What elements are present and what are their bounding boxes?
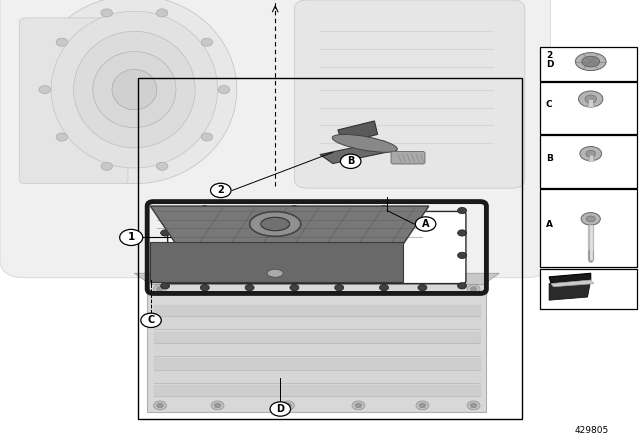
- Circle shape: [416, 401, 429, 410]
- Circle shape: [201, 38, 212, 46]
- Circle shape: [201, 133, 212, 141]
- Circle shape: [211, 401, 224, 410]
- Circle shape: [56, 133, 68, 141]
- Circle shape: [419, 403, 426, 408]
- Ellipse shape: [112, 69, 157, 110]
- Circle shape: [290, 284, 299, 291]
- Circle shape: [154, 401, 166, 410]
- Polygon shape: [150, 206, 429, 244]
- Circle shape: [340, 154, 361, 168]
- Circle shape: [285, 403, 291, 408]
- Ellipse shape: [51, 11, 218, 168]
- Circle shape: [157, 287, 163, 291]
- Circle shape: [380, 206, 388, 212]
- Circle shape: [470, 403, 477, 408]
- Polygon shape: [551, 280, 594, 287]
- Polygon shape: [549, 273, 591, 284]
- Circle shape: [211, 183, 231, 198]
- Circle shape: [39, 86, 51, 94]
- Ellipse shape: [261, 217, 289, 231]
- Ellipse shape: [582, 56, 600, 67]
- Circle shape: [101, 162, 113, 170]
- Circle shape: [458, 252, 467, 258]
- Bar: [540, 269, 637, 309]
- Polygon shape: [549, 280, 591, 300]
- Bar: [540, 135, 637, 188]
- Circle shape: [467, 401, 480, 410]
- Circle shape: [335, 284, 344, 291]
- Text: C: C: [546, 100, 552, 109]
- Ellipse shape: [250, 212, 301, 237]
- Text: 1: 1: [127, 233, 135, 242]
- Bar: [540, 47, 637, 81]
- Circle shape: [218, 86, 230, 94]
- Circle shape: [418, 284, 427, 291]
- Ellipse shape: [586, 216, 595, 222]
- Circle shape: [156, 9, 168, 17]
- Text: A: A: [546, 220, 553, 229]
- Circle shape: [157, 403, 163, 408]
- Bar: [540, 189, 637, 267]
- Ellipse shape: [268, 269, 283, 277]
- FancyBboxPatch shape: [150, 242, 403, 282]
- Circle shape: [282, 401, 294, 410]
- Polygon shape: [338, 121, 378, 143]
- Ellipse shape: [575, 53, 606, 71]
- Ellipse shape: [332, 134, 397, 152]
- Circle shape: [380, 284, 388, 291]
- Circle shape: [101, 9, 113, 17]
- Ellipse shape: [93, 52, 176, 128]
- Circle shape: [355, 403, 362, 408]
- Circle shape: [467, 284, 480, 293]
- Text: C: C: [147, 315, 155, 325]
- FancyBboxPatch shape: [168, 211, 466, 284]
- Text: A: A: [422, 219, 429, 229]
- Circle shape: [290, 206, 299, 212]
- Circle shape: [458, 207, 467, 214]
- FancyBboxPatch shape: [19, 18, 128, 184]
- Polygon shape: [320, 141, 397, 164]
- Circle shape: [214, 403, 221, 408]
- Bar: [138, 78, 522, 419]
- FancyBboxPatch shape: [294, 0, 525, 188]
- Text: 2: 2: [218, 185, 224, 195]
- FancyBboxPatch shape: [0, 0, 550, 278]
- Text: 429805: 429805: [575, 426, 609, 435]
- Text: B: B: [546, 154, 553, 163]
- Circle shape: [161, 283, 170, 289]
- Circle shape: [458, 283, 467, 289]
- Text: D: D: [276, 404, 284, 414]
- Circle shape: [154, 284, 166, 293]
- Circle shape: [458, 230, 467, 236]
- Circle shape: [161, 207, 170, 214]
- Circle shape: [56, 38, 68, 46]
- Circle shape: [161, 252, 170, 258]
- Circle shape: [415, 217, 436, 231]
- Ellipse shape: [581, 213, 600, 225]
- Text: 2
D: 2 D: [546, 51, 554, 69]
- Ellipse shape: [32, 0, 237, 184]
- Ellipse shape: [586, 151, 595, 157]
- FancyBboxPatch shape: [147, 282, 486, 412]
- Circle shape: [161, 230, 170, 236]
- Circle shape: [156, 162, 168, 170]
- Ellipse shape: [580, 146, 602, 161]
- Circle shape: [270, 402, 291, 416]
- Bar: [540, 82, 637, 134]
- Ellipse shape: [74, 31, 195, 148]
- Circle shape: [245, 284, 254, 291]
- Circle shape: [352, 401, 365, 410]
- Polygon shape: [134, 273, 499, 284]
- Circle shape: [470, 287, 477, 291]
- Ellipse shape: [585, 95, 596, 103]
- Circle shape: [120, 229, 143, 246]
- Circle shape: [200, 206, 209, 212]
- Circle shape: [200, 284, 209, 291]
- FancyBboxPatch shape: [391, 151, 425, 164]
- Circle shape: [141, 313, 161, 327]
- Text: B: B: [347, 156, 355, 166]
- Ellipse shape: [579, 91, 603, 107]
